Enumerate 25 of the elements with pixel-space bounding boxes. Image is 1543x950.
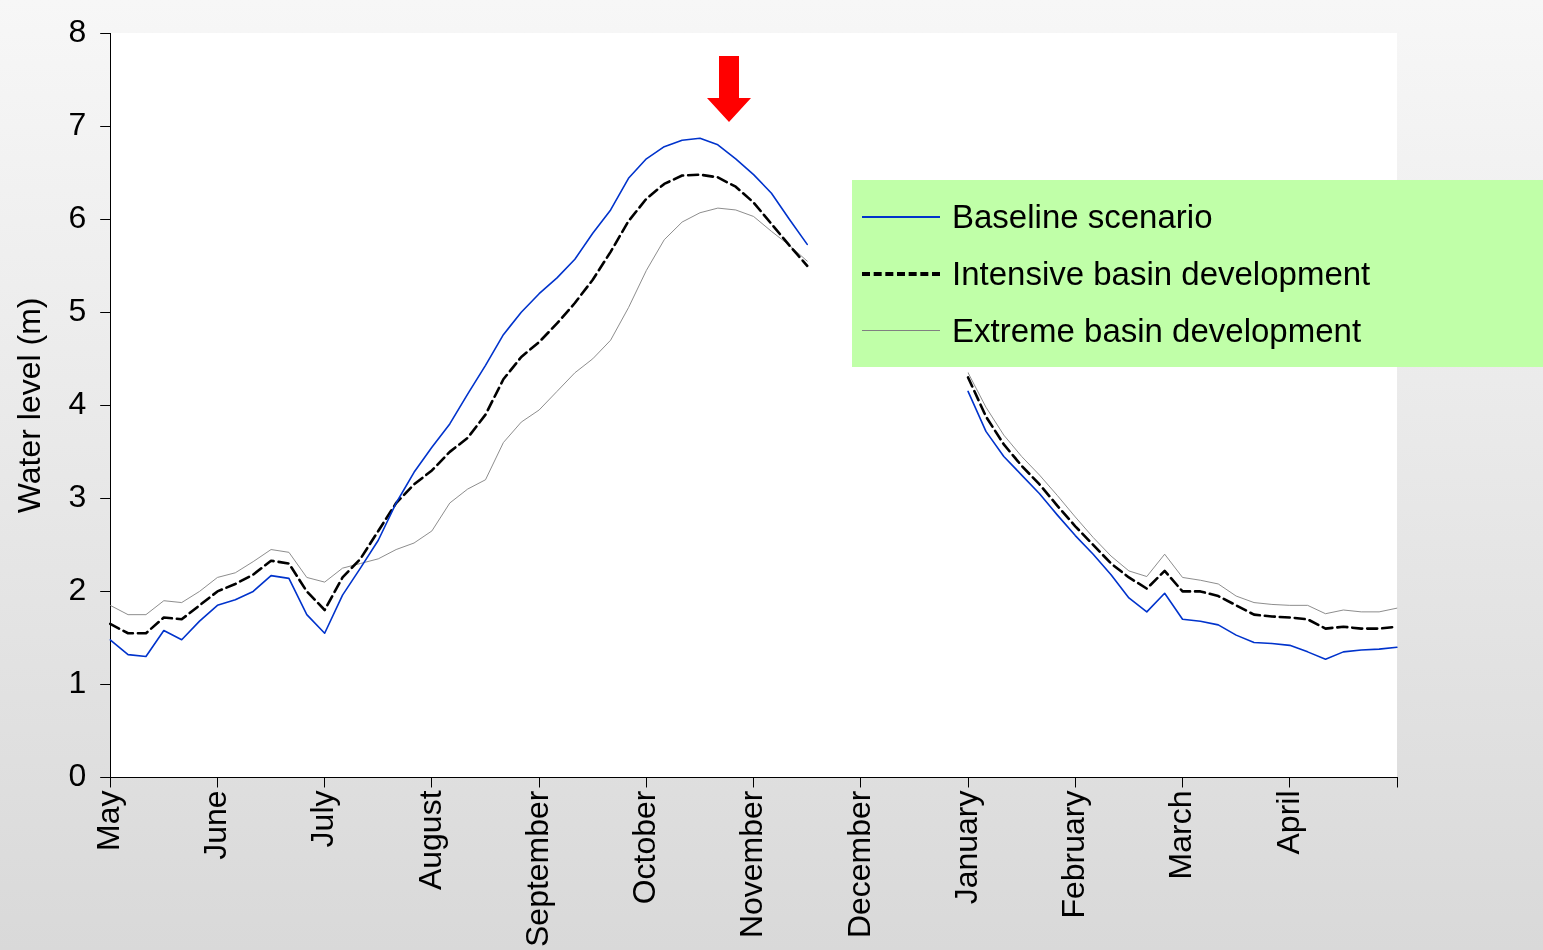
y-tick-label: 8 — [68, 13, 87, 50]
x-tick-label: September — [518, 790, 555, 947]
x-tick-label: June — [197, 790, 234, 860]
x-tick-label: April — [1269, 790, 1306, 855]
x-tick-label: October — [626, 790, 663, 905]
x-tick-label: May — [90, 790, 127, 851]
y-axis-title: Water level (m) — [11, 297, 48, 514]
y-tick-label: 6 — [68, 199, 87, 236]
x-tick-label: March — [1162, 790, 1199, 880]
y-tick-label: 0 — [68, 757, 87, 794]
x-tick-label: November — [733, 790, 770, 939]
y-tick-label: 1 — [68, 664, 87, 701]
y-tick-label: 2 — [68, 571, 87, 608]
y-tick-label: 4 — [68, 385, 87, 422]
y-tick-label: 3 — [68, 478, 87, 515]
legend-label: Extreme basin development — [952, 311, 1362, 350]
x-tick-label: February — [1055, 790, 1092, 919]
x-tick-label: December — [840, 790, 877, 939]
legend-label: Baseline scenario — [952, 197, 1213, 236]
x-tick-label: January — [947, 790, 984, 905]
x-tick-label: August — [411, 790, 448, 891]
y-tick-label: 7 — [68, 106, 87, 143]
y-tick-label: 5 — [68, 292, 87, 329]
legend-label: Intensive basin development — [952, 254, 1371, 293]
x-tick-label: July — [304, 790, 341, 848]
